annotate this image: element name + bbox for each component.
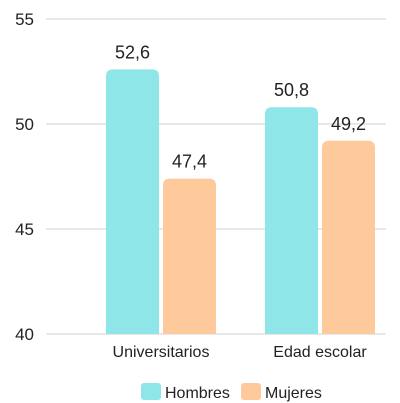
category-labels: Universitarios Edad escolar xyxy=(113,344,368,361)
legend-swatch-hombres xyxy=(141,383,161,400)
y-axis-ticks: 40 45 50 55 xyxy=(15,10,34,344)
bar-mujeres-2 xyxy=(322,140,375,334)
y-tick-label-45: 45 xyxy=(15,220,34,239)
category-label-2: Edad escolar xyxy=(273,344,367,361)
legend: Hombres Mujeres xyxy=(141,383,322,402)
y-tick-label-55: 55 xyxy=(15,10,34,29)
bars xyxy=(106,69,375,335)
data-labels: 52,6 47,4 50,8 49,2 xyxy=(115,42,366,171)
data-label-mujeres-2: 49,2 xyxy=(331,114,366,134)
y-tick-label-50: 50 xyxy=(15,115,34,134)
data-label-hombres-1: 52,6 xyxy=(115,42,150,62)
y-tick-label-40: 40 xyxy=(15,325,34,344)
legend-label-mujeres: Mujeres xyxy=(265,385,322,402)
legend-label-hombres: Hombres xyxy=(165,385,230,402)
category-label-1: Universitarios xyxy=(113,344,210,361)
bar-hombres-2 xyxy=(265,107,318,334)
legend-swatch-mujeres xyxy=(241,383,261,400)
data-label-hombres-2: 50,8 xyxy=(274,80,309,100)
data-label-mujeres-1: 47,4 xyxy=(172,152,207,172)
bar-hombres-1 xyxy=(106,69,159,335)
bar-mujeres-1 xyxy=(163,178,216,334)
